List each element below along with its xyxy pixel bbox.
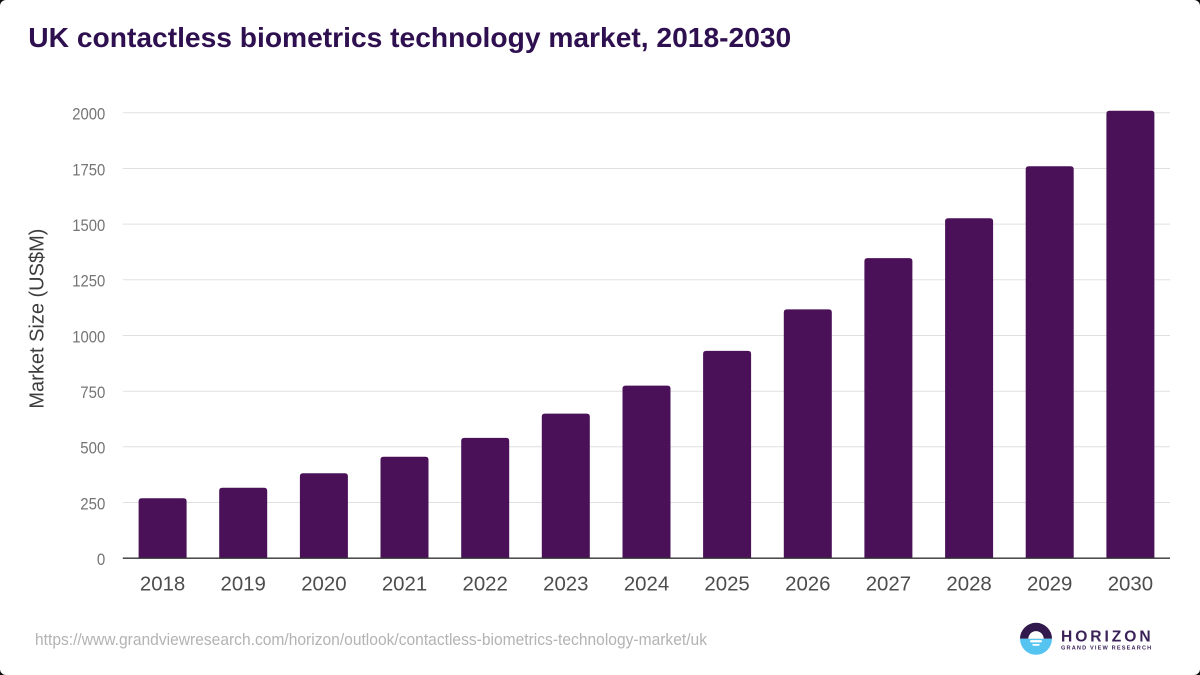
svg-text:1750: 1750: [72, 160, 105, 179]
svg-text:UK contactless biometrics tech: UK contactless biometrics technology mar…: [28, 21, 791, 53]
svg-text:2023: 2023: [543, 574, 588, 596]
svg-text:2027: 2027: [866, 574, 911, 596]
svg-text:2030: 2030: [1108, 574, 1153, 596]
svg-text:250: 250: [80, 494, 105, 513]
svg-text:2020: 2020: [301, 574, 346, 596]
svg-text:750: 750: [80, 383, 105, 402]
svg-text:2024: 2024: [624, 574, 669, 596]
svg-text:0: 0: [97, 550, 105, 569]
svg-text:2021: 2021: [382, 574, 427, 596]
svg-text:2025: 2025: [704, 574, 749, 596]
svg-text:HORIZON: HORIZON: [1061, 629, 1154, 646]
svg-text:500: 500: [80, 439, 105, 458]
svg-text:2018: 2018: [140, 574, 185, 596]
svg-text:1500: 1500: [72, 216, 105, 235]
svg-text:Market Size (US$M): Market Size (US$M): [27, 229, 49, 409]
svg-text:https://www.grandviewresearch.: https://www.grandviewresearch.com/horizo…: [35, 630, 708, 649]
svg-text:2026: 2026: [785, 574, 830, 596]
svg-text:2022: 2022: [463, 574, 508, 596]
svg-text:1000: 1000: [72, 327, 105, 346]
svg-text:2019: 2019: [221, 574, 266, 596]
svg-text:GRAND VIEW RESEARCH: GRAND VIEW RESEARCH: [1061, 646, 1152, 652]
svg-text:2000: 2000: [72, 105, 105, 124]
svg-text:1250: 1250: [72, 272, 105, 291]
svg-text:2028: 2028: [946, 574, 991, 596]
svg-text:2029: 2029: [1027, 574, 1072, 596]
